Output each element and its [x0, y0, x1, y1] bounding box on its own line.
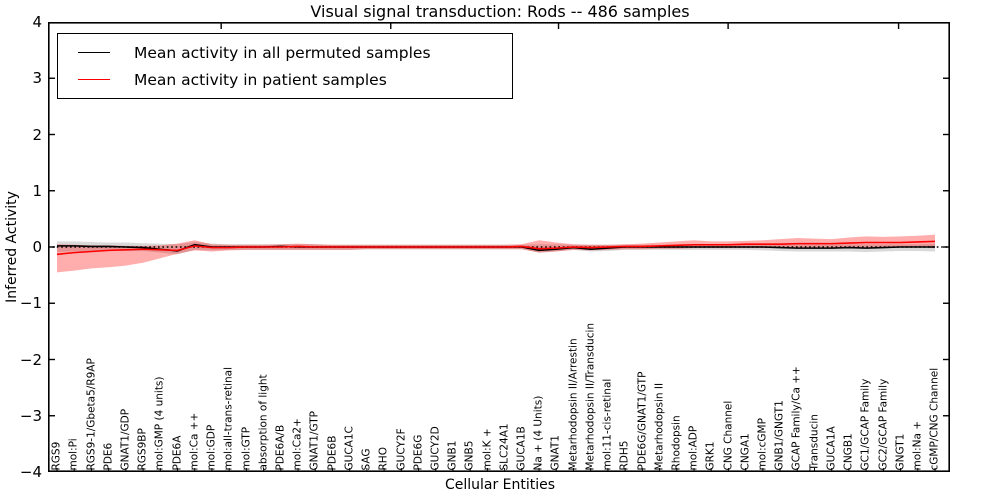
x-category-label: SAG [360, 448, 373, 470]
legend-item: Mean activity in all permuted samples [66, 39, 504, 66]
x-category-label: mol:GDP [205, 424, 218, 470]
x-category-label: RGS9-1/Gbeta5/R9AP [85, 357, 98, 470]
x-category-label: Na + (4 Units) [532, 395, 545, 470]
x-category-label: mol:Na + [911, 420, 924, 470]
y-tick-label: −4 [19, 463, 42, 481]
x-category-label: GRK1 [704, 441, 717, 470]
legend-line-sample [78, 79, 110, 80]
x-category-label: GUCY2D [429, 425, 442, 470]
x-category-label: mol:ADP [687, 425, 700, 470]
x-category-label: Metarhodopsin II [653, 382, 666, 470]
x-category-label: SLC24A1 [498, 422, 511, 470]
x-category-label: PDE6A [171, 435, 184, 470]
x-category-label: GNAT1/GDP [119, 408, 132, 470]
chart-title: Visual signal transduction: Rods -- 486 … [310, 2, 690, 21]
series-line [56, 240, 936, 256]
x-category-label: Transducin [808, 413, 821, 470]
x-category-label: mol:all-trans-retinal [222, 366, 235, 470]
x-category-label: PDE6G/GNAT1/GTP [636, 371, 649, 470]
x-category-label: CNGB1 [842, 432, 855, 470]
x-category-label: GNAT1/GTP [308, 410, 321, 471]
x-category-label: GUCA1C [343, 425, 356, 470]
x-category-label: GNB5 [463, 440, 476, 470]
y-tick-label: 0 [32, 238, 42, 256]
legend-line-sample [78, 52, 110, 53]
x-category-label: mol:GMP (4 units) [153, 376, 166, 470]
x-category-label: GC1/GCAP Family [859, 378, 872, 470]
x-category-label: PDE6 [102, 442, 115, 470]
y-tick-label: −3 [19, 406, 42, 425]
x-category-label: GUCA1B [515, 425, 528, 470]
x-category-label: GNAT1 [549, 434, 562, 470]
x-category-label: GNGT1 [894, 433, 907, 470]
x-category-label: mol:K + [481, 427, 494, 470]
y-tick-label: −1 [19, 294, 42, 313]
legend-item: Mean activity in patient samples [66, 66, 504, 93]
legend-item-label: Mean activity in patient samples [134, 70, 387, 89]
x-category-label: GC2/GCAP Family [877, 378, 890, 470]
permuted-range-band [57, 241, 936, 255]
x-category-label: mol:Pi [67, 437, 80, 470]
x-category-label: RGS9BP [136, 427, 149, 470]
x-axis-label: Cellular Entities [444, 477, 556, 493]
x-category-label: PDE6G [412, 434, 425, 470]
x-category-label: GUCA1A [825, 425, 838, 470]
x-category-label: absorption of light [257, 373, 270, 470]
legend-item-label: Mean activity in all permuted samples [134, 43, 431, 62]
y-tick-label: 3 [32, 69, 42, 88]
x-category-label: Metarhodopsin II/Transducin [584, 322, 597, 470]
x-category-label: mol:11-cis-retinal [601, 378, 614, 470]
plot-area: RGS9 mol:Pi RGS9-1/Gbeta5/R9AP PDE6 GNAT1/GD… [48, 22, 950, 472]
y-tick-label: −2 [19, 350, 42, 369]
axes-frame [48, 22, 950, 472]
x-category-label: mol:GTP [240, 426, 253, 470]
y-tick-label: 4 [32, 13, 42, 31]
x-category-label: mol:Ca2+ [291, 417, 304, 470]
x-category-label: cGMP/CNG Channel [928, 367, 941, 470]
x-category-label: GUCY2F [395, 427, 408, 470]
x-category-label: PDE6A/B [274, 424, 287, 470]
x-category-label: CNGA1 [739, 432, 752, 470]
x-category-label: mol:Ca ++ [188, 412, 201, 470]
x-category-label: Rhodopsin [670, 414, 683, 470]
x-category-label: GCAP Family/Ca ++ [790, 365, 803, 470]
patient-range-band [57, 234, 936, 273]
x-category-label: RHO [377, 446, 390, 470]
legend: Mean activity in all permuted samples Mea… [57, 33, 513, 99]
y-tick-label: 1 [32, 181, 42, 200]
x-category-label: PDE6B [326, 435, 339, 470]
x-category-label: RGS9 [50, 441, 63, 470]
x-category-label: CNG Channel [722, 400, 735, 470]
x-category-label: GNB1 [446, 440, 459, 470]
x-category-label: GNB1/GNGT1 [773, 399, 786, 470]
chart-canvas [48, 22, 950, 472]
y-tick-label: 2 [32, 125, 42, 144]
x-category-label: Metarhodopsin II/Arrestin [567, 337, 580, 470]
x-category-label: RDH5 [618, 440, 631, 470]
x-category-label: mol:cGMP [756, 417, 769, 470]
